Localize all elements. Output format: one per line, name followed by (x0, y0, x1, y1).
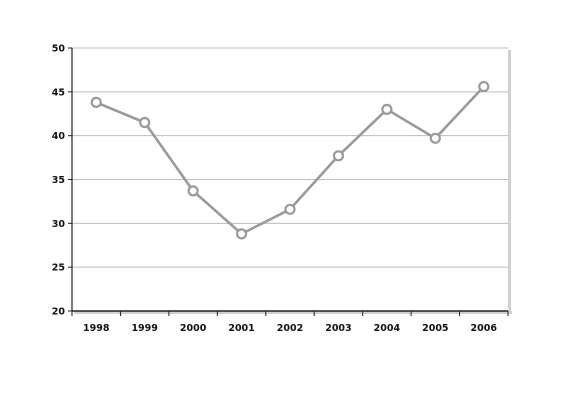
y-tick-label-25: 25 (52, 263, 65, 274)
x-tick-label-2003: 2003 (325, 323, 351, 334)
y-tick-label-50: 50 (52, 44, 66, 55)
data-point-1998 (90, 96, 102, 108)
y-tick-label-20: 20 (52, 307, 66, 318)
x-tick-label-2002: 2002 (277, 323, 303, 334)
x-tick-label-2006: 2006 (471, 323, 498, 334)
x-tick-label-2000: 2000 (180, 323, 207, 334)
frame-shadow-right (508, 50, 511, 314)
frame-shadow-bottom (74, 311, 512, 314)
x-tick-label-2001: 2001 (228, 323, 254, 334)
data-point-2004 (381, 103, 393, 115)
data-point-2000 (187, 185, 199, 197)
x-tick-label-1999: 1999 (131, 323, 157, 334)
data-point-2002 (284, 203, 296, 215)
y-tick-label-30: 30 (52, 219, 66, 230)
y-tick-label-45: 45 (52, 87, 65, 98)
data-point-2003 (332, 150, 345, 162)
x-tick-label-1998: 1998 (83, 323, 110, 334)
x-tick-label-2005: 2005 (422, 323, 448, 334)
y-tick-label-40: 40 (52, 131, 66, 142)
y-tick-label-35: 35 (52, 175, 65, 186)
data-point-2001 (235, 228, 248, 240)
data-point-1999 (139, 116, 151, 129)
data-point-2005 (429, 132, 441, 144)
x-tick-label-2004: 2004 (374, 323, 401, 334)
data-point-2006 (478, 80, 490, 93)
